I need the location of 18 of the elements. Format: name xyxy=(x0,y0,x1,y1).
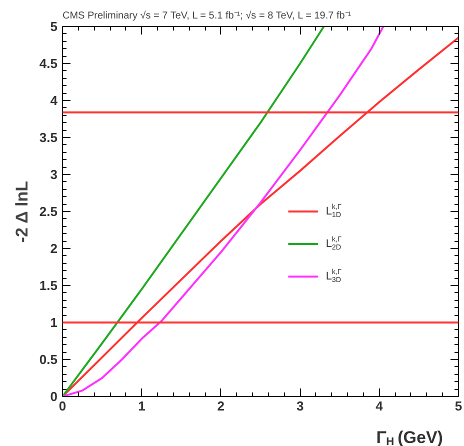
chart-title: CMS Preliminary √s = 7 TeV, L = 5.1 fb⁻¹; √s = 8 TeV, L = 19.7 fb⁻¹ xyxy=(62,10,352,22)
y-tick-label: 3.5 xyxy=(39,130,58,145)
y-tick-label: 1.5 xyxy=(39,278,58,293)
y-tick-label: 5 xyxy=(50,19,58,34)
y-tick-label: 0 xyxy=(50,389,58,404)
x-tick-label: 1 xyxy=(138,398,146,414)
x-tick-label: 4 xyxy=(376,398,384,414)
x-tick-label: 2 xyxy=(217,398,225,414)
y-axis-title: -2 Δ lnL xyxy=(12,180,32,243)
y-tick-label: 4.5 xyxy=(39,56,58,71)
y-tick-label: 2 xyxy=(50,241,58,256)
y-tick-label: 4 xyxy=(50,93,58,108)
x-tick-label: 3 xyxy=(296,398,304,414)
x-tick-label: 5 xyxy=(454,398,462,414)
y-tick-label: 2.5 xyxy=(39,204,58,219)
y-tick-label: 0.5 xyxy=(39,352,58,367)
y-tick-label: 1 xyxy=(50,315,58,330)
y-tick-label: 3 xyxy=(50,167,58,182)
